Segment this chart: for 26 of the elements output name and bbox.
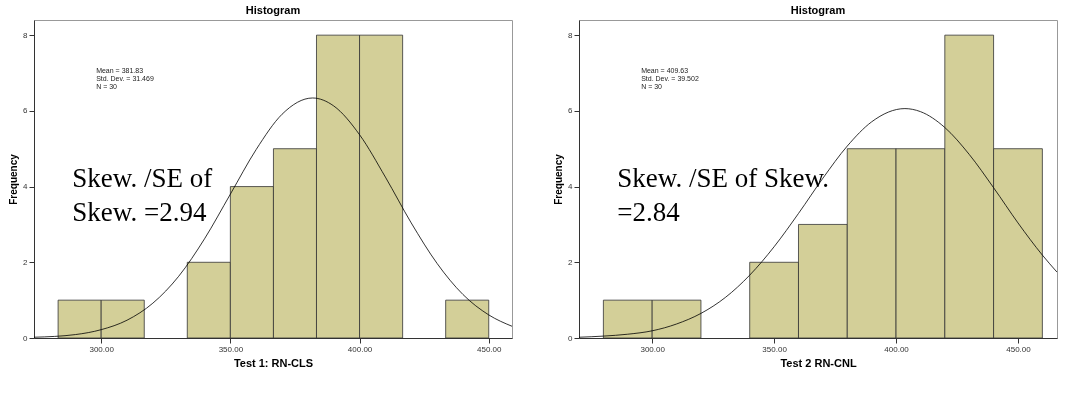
y-tick-label: 8 [23,30,29,40]
annotation: Skew. /SE of Skew. =2.84 [617,163,829,227]
x-tick-label: 350.00 [762,344,788,354]
y-tick-label: 0 [23,333,29,343]
y-tick-label: 8 [568,30,574,40]
y-tick-label: 6 [23,106,29,116]
x-axis-title: Test 1: RN-CLS [233,356,314,369]
x-tick-label: 400.00 [347,344,373,354]
x-tick-label: 350.00 [218,344,244,354]
y-tick-label: 4 [568,182,574,192]
y-tick-label: 4 [23,182,29,192]
y-tick-label: 2 [568,257,574,267]
chart-title: Histogram [790,4,846,16]
x-tick-label: 400.00 [884,344,910,354]
annotation: Skew. /SE of Skew. =2.94 [72,163,213,227]
x-tick-label: 300.00 [89,344,115,354]
x-axis-title: Test 2 RN-CNL [780,356,857,369]
x-tick-label: 450.00 [1006,344,1032,354]
x-tick-label: 450.00 [477,344,503,354]
x-tick-label: 300.00 [640,344,666,354]
chart-title: Histogram [245,4,301,16]
y-tick-label: 6 [568,106,574,116]
y-axis-title: Frequency [8,153,20,205]
y-tick-label: 0 [568,333,574,343]
y-axis-title: Frequency [553,153,565,205]
y-tick-label: 2 [23,257,29,267]
